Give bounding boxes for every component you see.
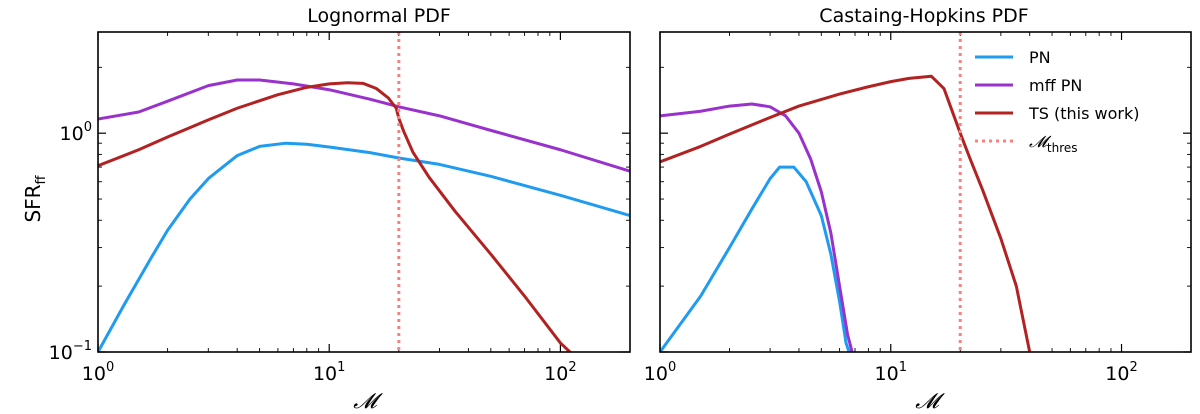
x-tick-base: 10 <box>313 363 337 385</box>
legend-label-sub: thres <box>1047 141 1078 155</box>
x-tick-label: 102 <box>544 360 576 385</box>
panel-2-title: Castaing-Hopkins PDF <box>819 5 1028 27</box>
x-tick-exponent: 0 <box>106 360 114 375</box>
series-line-pn <box>660 165 851 352</box>
x-tick-label: 102 <box>1105 360 1137 385</box>
axis-frame <box>659 31 1192 353</box>
x-tick-label: 101 <box>313 360 345 385</box>
y-tick-base: 10 <box>49 342 73 364</box>
legend-label: TS (this work) <box>1028 104 1140 123</box>
series-line-pn <box>98 141 630 352</box>
series-group <box>660 74 1032 352</box>
series-line-ts-this-work <box>660 74 1032 352</box>
y-axis-label-sub: ff <box>34 174 49 184</box>
legend-label: mff PN <box>1029 76 1082 95</box>
y-tick-exponent: 0 <box>84 120 92 135</box>
y-tick-exponent: −1 <box>73 339 92 354</box>
y-tick-base: 10 <box>60 123 84 145</box>
series-group <box>98 78 630 352</box>
x-tick-base: 10 <box>644 363 668 385</box>
x-tick-exponent: 2 <box>568 360 576 375</box>
legend-label: 𝓜thres <box>1029 132 1078 155</box>
x-tick-base: 10 <box>82 363 106 385</box>
x-tick-label: 100 <box>644 360 676 385</box>
series-line-mff-pn <box>98 78 630 173</box>
y-axis-label: SFRff <box>21 174 49 222</box>
x-tick-exponent: 0 <box>668 360 676 375</box>
x-tick-base: 10 <box>875 363 899 385</box>
x-tick-exponent: 2 <box>1129 360 1137 375</box>
x-tick-exponent: 1 <box>899 360 907 375</box>
x-tick-label: 100 <box>82 360 114 385</box>
y-tick-label: 100 <box>60 120 92 145</box>
series-line-mff-pn <box>660 102 854 352</box>
axis-frame <box>97 31 631 353</box>
x-tick-label: 101 <box>875 360 907 385</box>
panel-1-x-axis-label: 𝓜 <box>353 389 383 413</box>
series-line-ts-this-work <box>98 81 572 352</box>
panel-2-x-axis-label: 𝓜 <box>915 389 945 413</box>
y-axis-label-main: SFR <box>21 184 45 222</box>
x-tick-base: 10 <box>544 363 568 385</box>
y-tick-label: 10−1 <box>49 339 92 364</box>
legend-label: PN <box>1029 48 1051 67</box>
panel-1-title: Lognormal PDF <box>307 5 451 27</box>
x-tick-exponent: 1 <box>337 360 345 375</box>
legend-label-main: 𝓜 <box>1029 132 1052 151</box>
x-tick-base: 10 <box>1105 363 1129 385</box>
legend: PN mff PN TS (this work) 𝓜thres <box>975 48 1140 155</box>
